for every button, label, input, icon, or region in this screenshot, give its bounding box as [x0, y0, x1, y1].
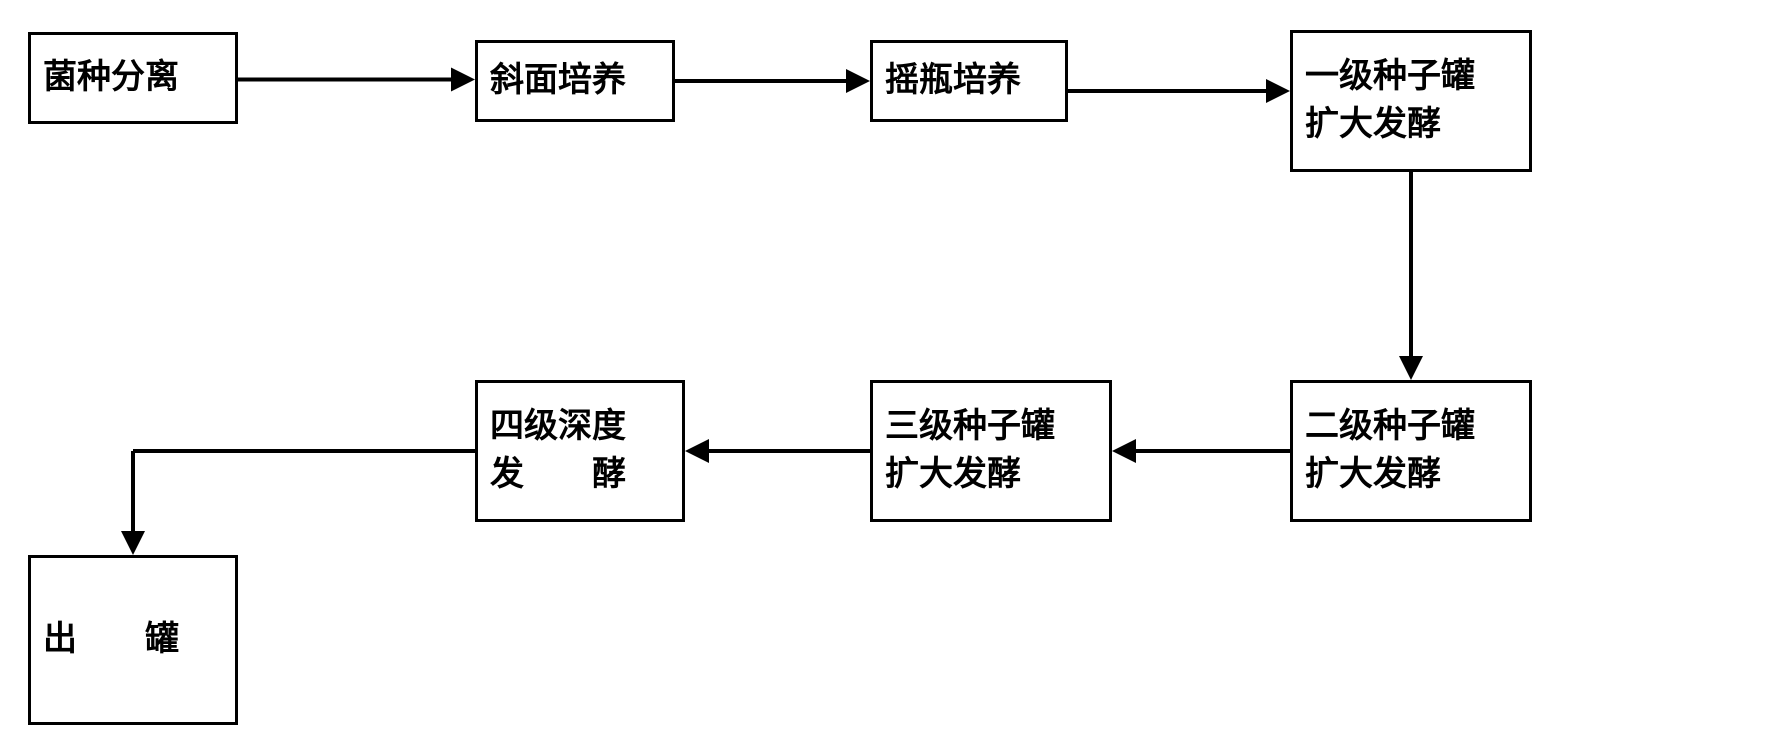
flowchart-node-discharge: 出 罐 — [28, 555, 238, 725]
flowchart-node-strain-isolation: 菌种分离 — [28, 32, 238, 124]
node-label: 菌种分离 — [43, 54, 223, 102]
flowchart-node-primary-seed-tank: 一级种子罐 扩大发酵 — [1290, 30, 1532, 172]
node-label: 摇瓶培养 — [885, 57, 1053, 105]
node-label-line1: 二级种子罐 — [1305, 403, 1517, 451]
node-label-line1: 一级种子罐 — [1305, 53, 1517, 101]
node-label-line2: 扩大发酵 — [1305, 101, 1517, 149]
flowchart-node-quaternary-deep-fermentation: 四级深度 发 酵 — [475, 380, 685, 522]
node-label-line1: 三级种子罐 — [885, 403, 1097, 451]
node-label-line2: 扩大发酵 — [1305, 451, 1517, 499]
node-label-line2: 发 酵 — [490, 451, 670, 499]
node-label-line2: 扩大发酵 — [885, 451, 1097, 499]
flowchart-node-tertiary-seed-tank: 三级种子罐 扩大发酵 — [870, 380, 1112, 522]
flowchart-node-secondary-seed-tank: 二级种子罐 扩大发酵 — [1290, 380, 1532, 522]
flowchart-node-shake-flask-culture: 摇瓶培养 — [870, 40, 1068, 122]
node-label: 出 罐 — [43, 616, 223, 664]
flowchart-node-slant-culture: 斜面培养 — [475, 40, 675, 122]
node-label-line1: 四级深度 — [490, 403, 670, 451]
node-label: 斜面培养 — [490, 57, 660, 105]
